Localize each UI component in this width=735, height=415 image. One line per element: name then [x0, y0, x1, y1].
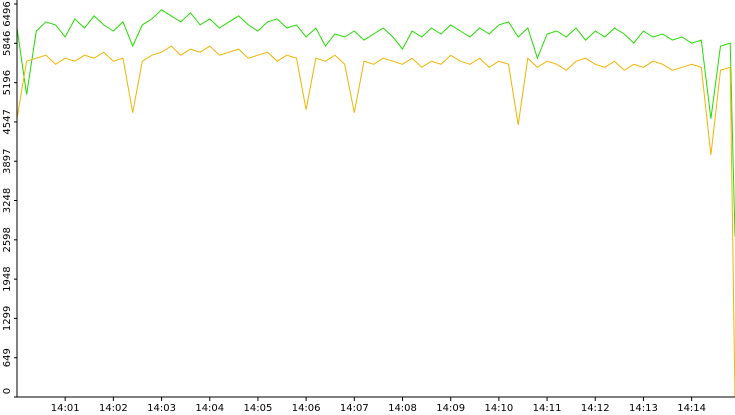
y-tick-label: 1948 [2, 266, 13, 291]
x-tick-label: 14:13 [629, 403, 658, 414]
y-tick-label: 3248 [2, 188, 13, 213]
y-tick-label: 3897 [2, 149, 13, 174]
y-tick-label: 2598 [2, 227, 13, 252]
y-tick-label: 5196 [2, 70, 13, 95]
x-tick-label: 14:07 [340, 403, 369, 414]
y-tick-label: 4547 [2, 109, 13, 134]
x-tick-label: 14:03 [147, 403, 176, 414]
x-tick-label: 14:01 [51, 403, 80, 414]
x-tick-label: 14:14 [677, 403, 706, 414]
y-tick-label: 649 [2, 348, 13, 367]
x-tick-label: 14:10 [484, 403, 513, 414]
series-line [16, 9, 735, 237]
y-tick-label: 0 [2, 388, 13, 394]
y-tick-label: 6496 [2, 1, 13, 26]
y-tick-label: 1299 [2, 306, 13, 331]
x-tick-label: 14:12 [581, 403, 610, 414]
x-tick-label: 14:06 [292, 403, 321, 414]
x-tick-label: 14:02 [99, 403, 128, 414]
x-tick-label: 14:08 [388, 403, 417, 414]
x-tick-label: 14:05 [244, 403, 273, 414]
x-tick-label: 14:04 [195, 403, 224, 414]
series-line [16, 45, 735, 398]
x-tick-label: 14:09 [436, 403, 465, 414]
y-tick-label: 5846 [2, 31, 13, 56]
x-tick-label: 14:11 [533, 403, 562, 414]
